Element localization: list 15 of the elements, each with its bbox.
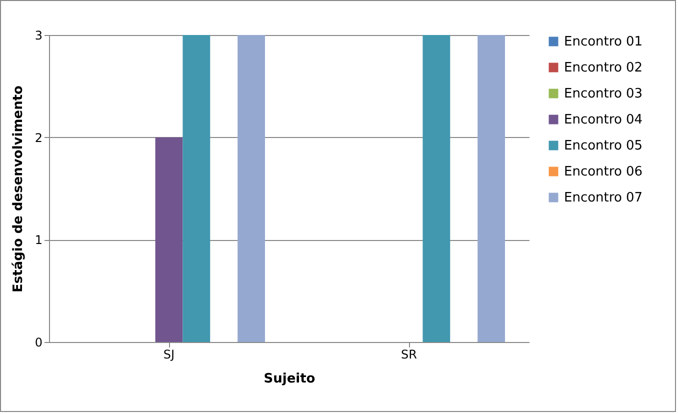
y-tick-label: 1 xyxy=(34,233,42,248)
legend-label: Encontro 07 xyxy=(564,190,643,206)
legend-label: Encontro 05 xyxy=(564,138,643,154)
x-tick-label: SJ xyxy=(163,348,175,362)
y-tick-label: 2 xyxy=(34,130,42,145)
x-axis-title: Sujeito xyxy=(264,372,316,386)
legend-label: Encontro 04 xyxy=(564,112,643,128)
legend-label: Encontro 06 xyxy=(564,164,643,180)
x-tick-label: SR xyxy=(401,348,417,362)
legend-label: Encontro 02 xyxy=(564,60,643,76)
y-tick-label: 0 xyxy=(34,336,42,350)
legend-label: Encontro 01 xyxy=(564,34,643,50)
legend-label: Encontro 03 xyxy=(564,86,643,102)
y-tick-label: 3 xyxy=(34,28,42,42)
y-axis-title: Estágio de desenvolvimento xyxy=(10,85,26,292)
